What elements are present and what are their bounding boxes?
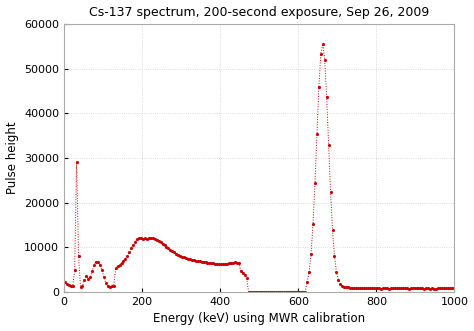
Title: Cs-137 spectrum, 200-second exposure, Sep 26, 2009: Cs-137 spectrum, 200-second exposure, Se… — [89, 6, 429, 19]
Y-axis label: Pulse height: Pulse height — [6, 122, 18, 194]
X-axis label: Energy (keV) using MWR calibration: Energy (keV) using MWR calibration — [153, 312, 365, 325]
